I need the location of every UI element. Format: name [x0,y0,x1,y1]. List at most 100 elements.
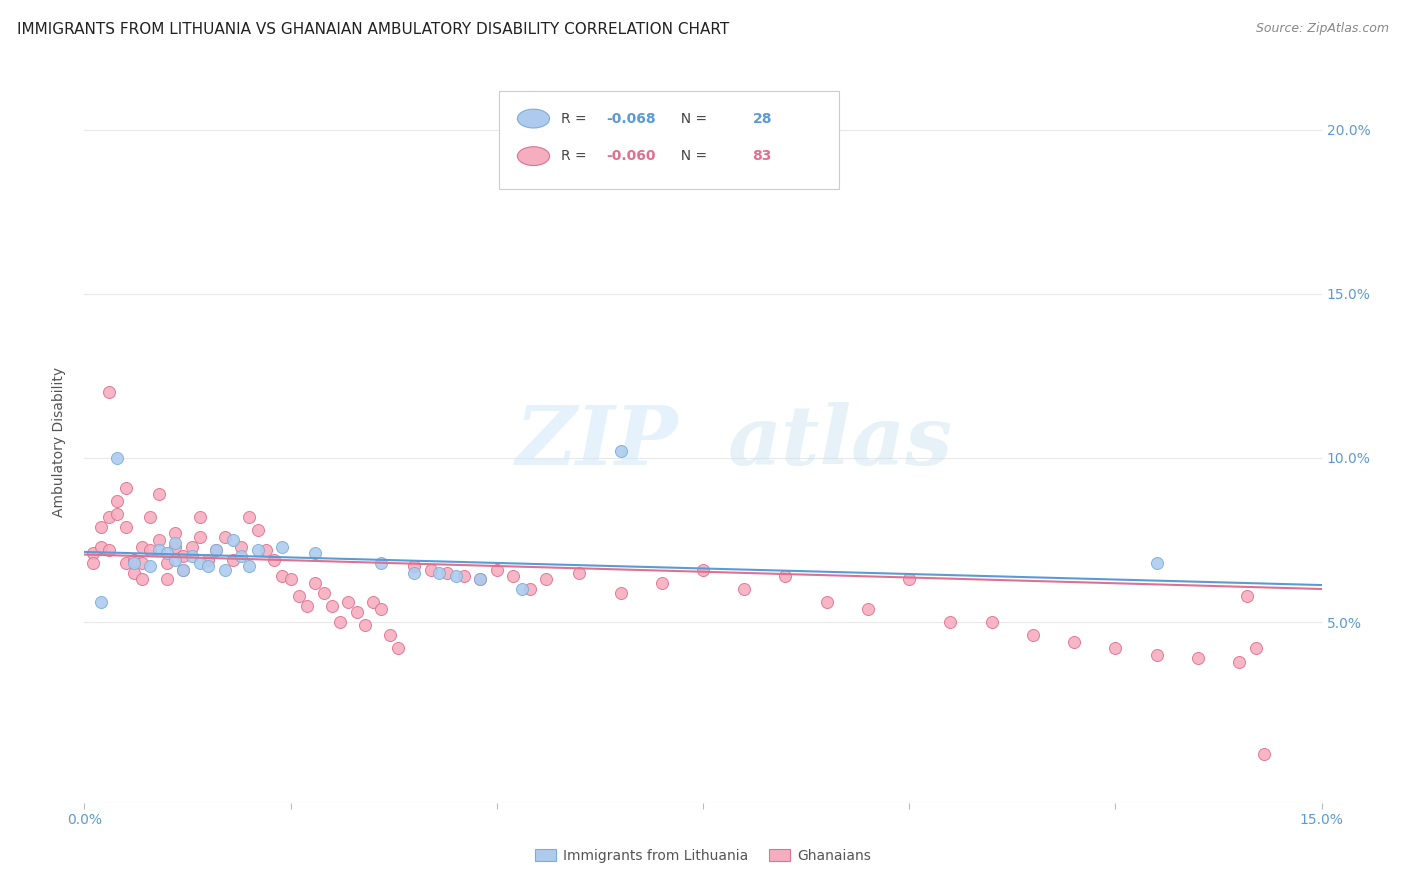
Point [980,615,1002,630]
Point [329,615,352,630]
Point [197,559,219,574]
Point [188,510,211,524]
Text: atlas: atlas [728,401,953,482]
Point [139,510,162,524]
Point [188,530,211,544]
Legend: Immigrants from Lithuania, Ghanaians: Immigrants from Lithuania, Ghanaians [530,843,876,868]
Point [114,556,136,570]
Point [165,553,187,567]
Point [238,559,260,574]
Point [148,533,170,547]
Point [263,553,285,567]
Point [337,595,360,609]
Point [172,563,194,577]
Point [353,618,375,632]
Point [246,523,269,537]
Point [346,605,368,619]
Point [502,569,524,583]
Point [98,385,121,400]
Point [370,556,392,570]
Point [485,563,508,577]
Point [856,602,879,616]
Point [568,566,591,580]
Point [131,573,153,587]
Point [280,573,302,587]
Point [1146,648,1168,662]
Point [148,542,170,557]
Point [651,575,673,590]
Point [939,615,962,630]
Circle shape [517,109,550,128]
Point [148,487,170,501]
Point [229,540,252,554]
Point [131,556,153,570]
Point [165,526,187,541]
Point [470,573,492,587]
Point [229,549,252,564]
Point [444,569,467,583]
Point [82,546,104,560]
Point [815,595,838,609]
Point [312,585,335,599]
Text: ZIP: ZIP [516,401,678,482]
Point [378,628,401,642]
Point [733,582,755,597]
Text: N =: N = [672,112,711,126]
Text: 28: 28 [752,112,772,126]
Point [82,556,104,570]
Point [172,563,194,577]
Point [1236,589,1258,603]
Point [114,520,136,534]
Point [1022,628,1045,642]
Point [304,575,326,590]
Point [172,549,194,564]
Point [139,542,162,557]
Point [246,542,269,557]
Point [105,493,128,508]
Point [470,573,492,587]
Point [898,573,921,587]
Circle shape [517,147,550,166]
Point [404,559,426,574]
Point [180,549,202,564]
Text: Source: ZipAtlas.com: Source: ZipAtlas.com [1256,22,1389,36]
Point [165,540,187,554]
Point [288,589,311,603]
Point [90,520,112,534]
FancyBboxPatch shape [499,91,839,189]
Point [122,566,145,580]
Point [1227,655,1250,669]
Point [122,553,145,567]
Point [1253,747,1275,761]
Text: 83: 83 [752,149,772,163]
Point [1063,635,1085,649]
Point [214,530,236,544]
Point [90,540,112,554]
Text: -0.060: -0.060 [606,149,657,163]
Text: N =: N = [672,149,711,163]
Point [139,559,162,574]
Point [609,585,631,599]
Point [131,540,153,554]
Point [238,510,260,524]
Point [370,602,392,616]
Point [304,546,326,560]
Point [156,573,179,587]
Point [188,556,211,570]
Point [114,481,136,495]
Point [254,542,277,557]
Point [222,553,245,567]
Point [105,507,128,521]
Point [436,566,458,580]
Point [1104,641,1126,656]
Point [205,542,228,557]
Point [361,595,384,609]
Point [122,556,145,570]
Point [90,595,112,609]
Point [692,563,714,577]
Point [271,569,294,583]
Point [98,510,121,524]
Point [98,542,121,557]
Text: -0.068: -0.068 [606,112,657,126]
Point [453,569,475,583]
